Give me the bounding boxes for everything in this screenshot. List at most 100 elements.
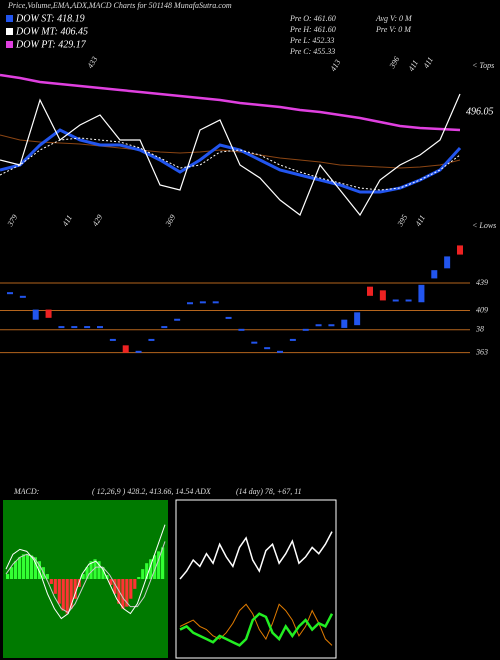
macd-params: ( 12,26,9 ) 428.2, 413.66, 14.54 ADX	[92, 487, 212, 496]
macd-bar	[57, 579, 61, 604]
macd-bar	[33, 557, 38, 579]
candle	[84, 326, 91, 329]
macd-bar	[125, 579, 129, 607]
macd-bar	[121, 579, 125, 609]
candle	[238, 328, 245, 331]
macd-bar	[29, 555, 34, 579]
candle	[367, 286, 373, 296]
macd-label: MACD:	[13, 487, 40, 496]
adx-line	[179, 531, 333, 580]
candle	[225, 316, 232, 319]
macd-bar	[93, 559, 97, 579]
dow-line	[0, 137, 461, 191]
low-label: 379	[5, 213, 19, 229]
macd-bar	[37, 561, 41, 579]
macd-bar	[109, 579, 113, 585]
candle	[45, 309, 52, 318]
macd-bar	[13, 561, 18, 579]
legend-swatch	[6, 41, 13, 48]
macd-bar	[149, 559, 153, 579]
last-price-label: 496.05	[466, 106, 494, 117]
legend-swatch	[6, 15, 13, 22]
candle	[212, 301, 219, 304]
low-label: 369	[163, 213, 177, 229]
top-label: 411	[407, 59, 421, 73]
macd-bar	[153, 555, 157, 579]
candle	[19, 295, 26, 298]
macd-bar	[17, 557, 22, 579]
low-label: 411	[61, 214, 75, 228]
macd-bar	[133, 579, 137, 589]
info-text: Pre V: 0 M	[375, 25, 412, 34]
macd-bar	[141, 569, 145, 579]
macd-bar	[157, 551, 161, 579]
low-label: 429	[91, 213, 105, 228]
legend-label: DOW ST: 418.19	[15, 13, 85, 24]
candle	[444, 256, 451, 269]
candle	[58, 326, 65, 329]
info-text: Avg V: 0 M	[375, 14, 413, 23]
price-line	[0, 93, 461, 217]
candle	[289, 338, 296, 341]
macd-bar	[65, 579, 69, 614]
macd-bar	[161, 547, 165, 579]
macd-bar	[101, 567, 105, 579]
candle	[97, 326, 103, 329]
candle	[392, 299, 399, 302]
macd-bar	[81, 574, 85, 579]
macd-bar	[97, 561, 101, 579]
candle	[328, 324, 335, 327]
macd-bar	[61, 579, 65, 611]
candle	[354, 312, 361, 326]
macd-bar	[113, 579, 117, 594]
macd-bar	[129, 579, 133, 599]
candle	[161, 326, 168, 329]
candle	[457, 245, 463, 255]
macd-line	[5, 524, 166, 620]
macd-bar	[145, 563, 149, 579]
legend-label: DOW MT: 406.45	[15, 26, 88, 37]
candle	[71, 326, 78, 329]
low-label: 411	[414, 214, 428, 228]
candle	[109, 338, 116, 341]
candle	[264, 347, 271, 350]
di-minus-line	[179, 612, 334, 647]
dow-line	[0, 73, 461, 132]
lows-label: < Lows	[472, 221, 496, 230]
candle	[187, 302, 193, 305]
info-text: Pre O: 461.60	[289, 14, 336, 23]
macd-bar	[137, 577, 141, 579]
top-label: 396	[387, 55, 401, 71]
y-tick-label: 409	[476, 305, 488, 314]
adx-label: (14 day) 78, +67, 11	[236, 487, 302, 496]
candle	[7, 292, 13, 295]
macd-bar	[6, 574, 10, 579]
adx-panel	[175, 499, 337, 659]
top-label: 411	[422, 56, 436, 70]
y-tick-label: 363	[475, 347, 488, 356]
y-tick-label: 38	[475, 325, 484, 334]
macd-bar	[69, 579, 73, 609]
macd-bar	[9, 567, 14, 579]
macd-bar	[53, 579, 57, 594]
title: Price,Volume,EMA,ADX,MACD Charts for 501…	[7, 1, 232, 10]
tops-label: < Tops	[472, 61, 494, 70]
candle	[418, 284, 425, 303]
macd-bar	[73, 579, 77, 599]
candle	[341, 319, 348, 328]
candle	[135, 350, 142, 353]
top-label: 433	[86, 55, 100, 70]
candle	[32, 309, 39, 320]
legend-swatch	[6, 28, 13, 35]
macd-bar	[45, 574, 49, 579]
info-text: Pre L: 452.33	[289, 36, 334, 45]
candle	[174, 318, 181, 321]
top-label: 413	[329, 58, 343, 73]
low-label: 395	[395, 213, 409, 229]
info-text: Pre C: 455.33	[289, 47, 335, 56]
candle	[379, 290, 386, 301]
candle	[277, 350, 283, 353]
macd-bar	[85, 567, 89, 579]
